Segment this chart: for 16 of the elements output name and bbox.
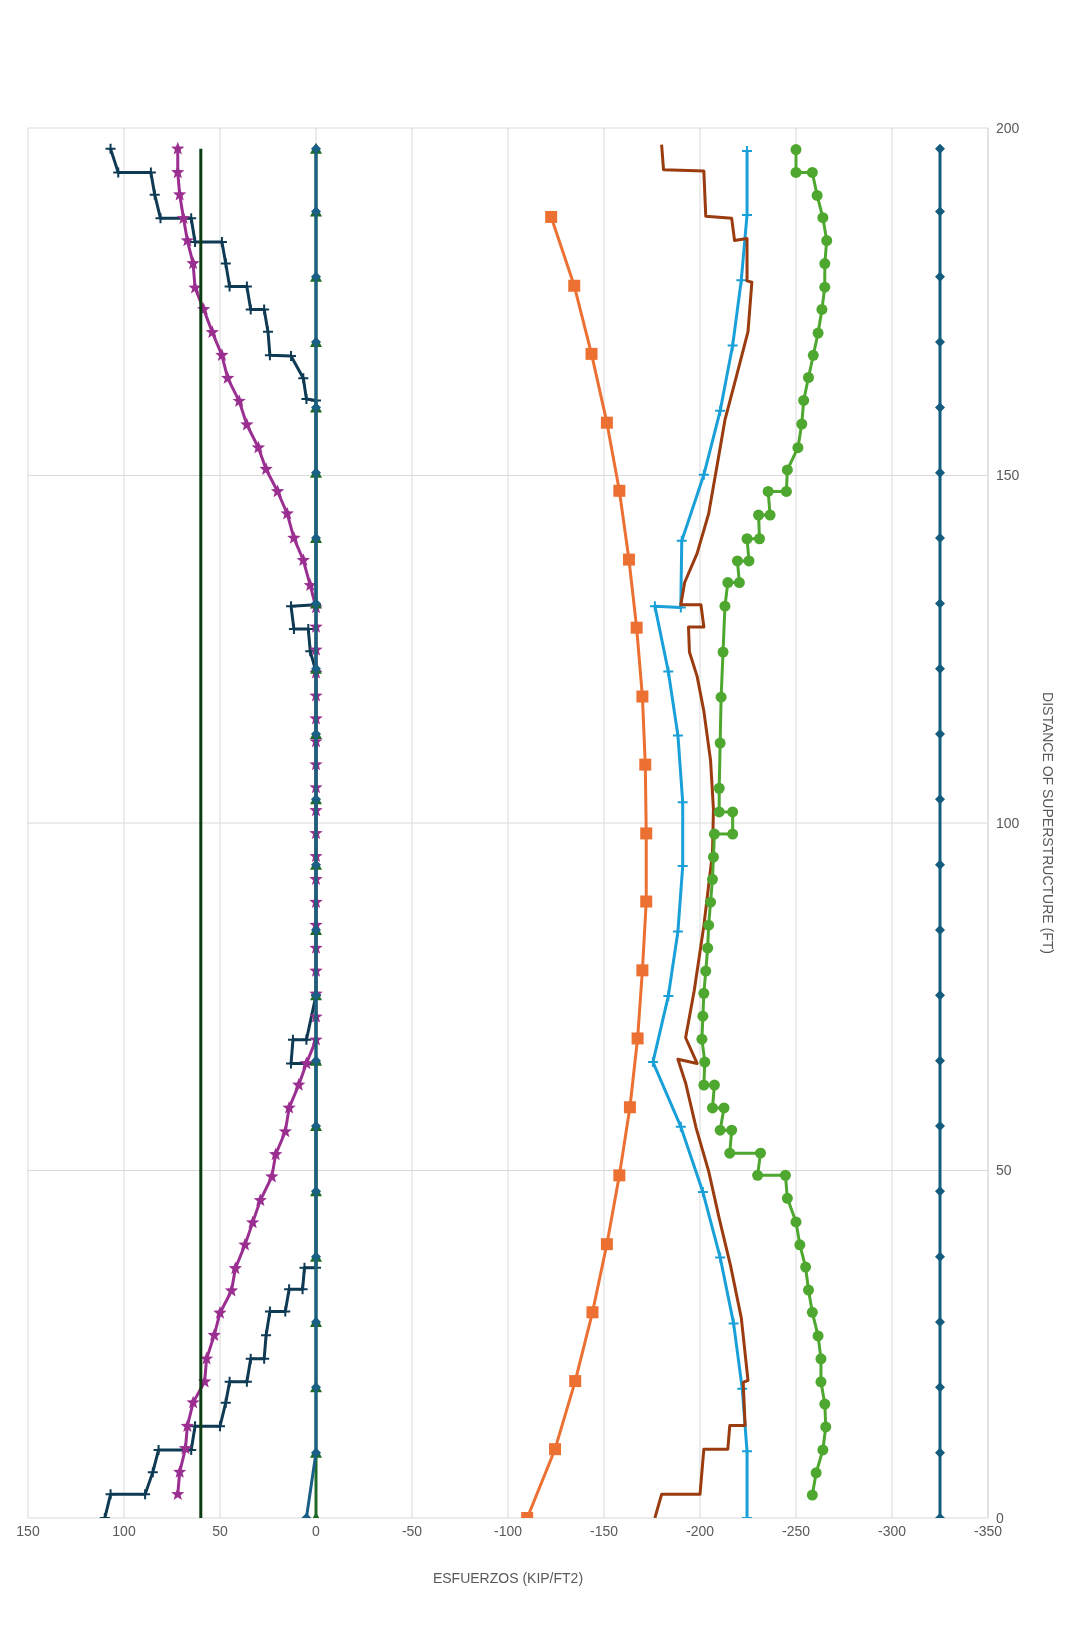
x-tick-label: -250 (781, 1522, 811, 1539)
x-tick-label: -300 (877, 1522, 907, 1539)
y-tick-label: 150 (996, 467, 1020, 484)
y-tick-label: 100 (996, 814, 1020, 831)
y-tick-label: 50 (996, 1162, 1012, 1179)
x-tick-label: 100 (112, 1522, 136, 1539)
x-tick-label: -200 (685, 1522, 715, 1539)
y-axis-title: DISTANCE OF SUPERSTRUCTURE (FT) (1040, 692, 1057, 954)
x-tick-label: 50 (212, 1522, 228, 1539)
x-tick-label: 150 (16, 1522, 40, 1539)
x-tick-label: -150 (589, 1522, 619, 1539)
x-axis-title: ESFUERZOS (KIP/FT2) (432, 1570, 584, 1586)
y-tick-label: 200 (996, 119, 1020, 136)
x-tick-label: -100 (493, 1522, 523, 1539)
x-tick-label: -50 (401, 1522, 423, 1539)
x-tick-label: 0 (312, 1522, 321, 1539)
